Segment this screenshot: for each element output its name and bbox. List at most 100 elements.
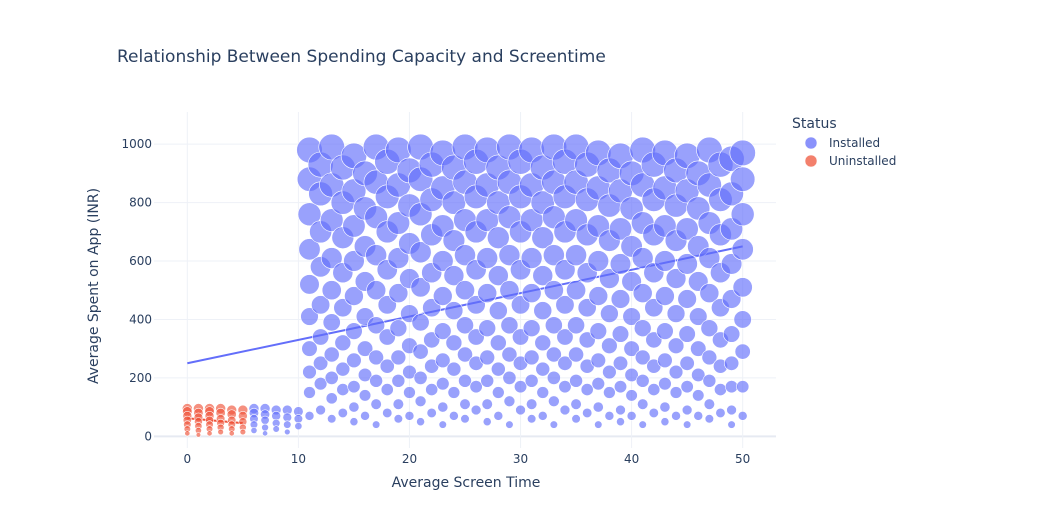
data-point[interactable] bbox=[324, 370, 339, 385]
data-point[interactable] bbox=[729, 139, 756, 167]
data-point[interactable] bbox=[370, 398, 382, 410]
data-point[interactable] bbox=[678, 325, 696, 343]
data-point[interactable] bbox=[569, 373, 583, 388]
data-point[interactable] bbox=[635, 373, 650, 388]
data-point[interactable] bbox=[714, 383, 727, 396]
data-point[interactable] bbox=[648, 407, 659, 418]
data-point[interactable] bbox=[303, 386, 316, 399]
data-point[interactable] bbox=[337, 407, 348, 418]
data-point[interactable] bbox=[301, 340, 318, 357]
data-point[interactable] bbox=[559, 404, 571, 416]
data-point[interactable] bbox=[457, 346, 473, 363]
legend-item-installed[interactable]: Installed bbox=[804, 136, 880, 150]
data-point[interactable] bbox=[580, 383, 594, 396]
data-point[interactable] bbox=[657, 352, 673, 369]
data-point[interactable] bbox=[535, 361, 551, 377]
data-point[interactable] bbox=[689, 307, 708, 326]
data-point[interactable] bbox=[479, 349, 495, 366]
data-point[interactable] bbox=[592, 401, 604, 413]
data-point[interactable] bbox=[343, 250, 365, 272]
data-point[interactable] bbox=[545, 346, 562, 363]
data-point[interactable] bbox=[325, 392, 338, 405]
data-point[interactable] bbox=[720, 253, 743, 275]
data-point[interactable] bbox=[311, 295, 331, 315]
data-point[interactable] bbox=[298, 238, 321, 261]
data-point[interactable] bbox=[390, 349, 407, 366]
data-point[interactable] bbox=[320, 247, 343, 269]
data-point[interactable] bbox=[283, 420, 292, 429]
data-point[interactable] bbox=[601, 337, 618, 354]
data-point[interactable] bbox=[665, 268, 687, 289]
data-point[interactable] bbox=[532, 265, 554, 286]
data-point[interactable] bbox=[478, 319, 497, 338]
data-point[interactable] bbox=[342, 214, 366, 238]
data-point[interactable] bbox=[476, 247, 498, 269]
data-point[interactable] bbox=[345, 322, 363, 340]
data-point[interactable] bbox=[533, 301, 553, 321]
data-point[interactable] bbox=[599, 268, 620, 289]
data-point[interactable] bbox=[638, 420, 647, 429]
data-point[interactable] bbox=[434, 322, 452, 340]
data-point[interactable] bbox=[437, 401, 449, 413]
data-point[interactable] bbox=[558, 380, 572, 394]
data-point[interactable] bbox=[217, 428, 224, 436]
data-point[interactable] bbox=[568, 346, 584, 363]
data-point[interactable] bbox=[604, 411, 615, 421]
data-point[interactable] bbox=[382, 407, 393, 418]
data-point[interactable] bbox=[734, 343, 751, 360]
data-point[interactable] bbox=[610, 289, 631, 309]
data-point[interactable] bbox=[502, 370, 517, 385]
data-point[interactable] bbox=[658, 377, 672, 391]
data-point[interactable] bbox=[647, 383, 661, 396]
data-point[interactable] bbox=[459, 398, 471, 410]
data-point[interactable] bbox=[602, 364, 617, 380]
data-point[interactable] bbox=[699, 283, 720, 303]
data-point[interactable] bbox=[347, 380, 361, 394]
data-point[interactable] bbox=[300, 307, 319, 326]
data-point[interactable] bbox=[612, 355, 629, 371]
data-point[interactable] bbox=[410, 277, 431, 298]
data-point[interactable] bbox=[412, 343, 429, 360]
data-point[interactable] bbox=[548, 395, 560, 408]
data-point[interactable] bbox=[624, 367, 639, 383]
data-point[interactable] bbox=[724, 355, 740, 371]
data-point[interactable] bbox=[469, 380, 483, 394]
data-point[interactable] bbox=[730, 166, 756, 192]
data-point[interactable] bbox=[623, 340, 640, 357]
data-point[interactable] bbox=[554, 259, 576, 281]
data-point[interactable] bbox=[454, 244, 476, 267]
data-point[interactable] bbox=[631, 247, 654, 269]
data-point[interactable] bbox=[692, 389, 705, 402]
data-point[interactable] bbox=[228, 430, 235, 437]
data-point[interactable] bbox=[456, 316, 474, 335]
data-point[interactable] bbox=[302, 364, 317, 380]
data-point[interactable] bbox=[546, 370, 561, 385]
data-point[interactable] bbox=[447, 386, 461, 399]
data-point[interactable] bbox=[449, 411, 459, 421]
data-point[interactable] bbox=[380, 383, 394, 396]
data-point[interactable] bbox=[482, 417, 492, 427]
data-point[interactable] bbox=[703, 398, 715, 410]
data-point[interactable] bbox=[698, 247, 721, 269]
data-point[interactable] bbox=[701, 349, 718, 366]
data-point[interactable] bbox=[702, 373, 717, 388]
data-point[interactable] bbox=[615, 404, 626, 416]
data-point[interactable] bbox=[488, 301, 508, 321]
data-point[interactable] bbox=[543, 280, 564, 301]
data-point[interactable] bbox=[566, 280, 587, 301]
data-point[interactable] bbox=[492, 386, 505, 399]
data-point[interactable] bbox=[239, 428, 247, 436]
data-point[interactable] bbox=[356, 340, 374, 357]
data-point[interactable] bbox=[344, 286, 364, 306]
data-point[interactable] bbox=[487, 226, 510, 249]
data-point[interactable] bbox=[522, 319, 541, 338]
data-point[interactable] bbox=[282, 412, 293, 423]
data-point[interactable] bbox=[313, 377, 328, 391]
data-point[interactable] bbox=[671, 411, 681, 421]
data-point[interactable] bbox=[715, 407, 726, 418]
data-point[interactable] bbox=[392, 398, 404, 410]
data-point[interactable] bbox=[526, 398, 538, 410]
data-point[interactable] bbox=[425, 383, 439, 396]
data-point[interactable] bbox=[299, 274, 320, 295]
data-point[interactable] bbox=[321, 280, 342, 301]
